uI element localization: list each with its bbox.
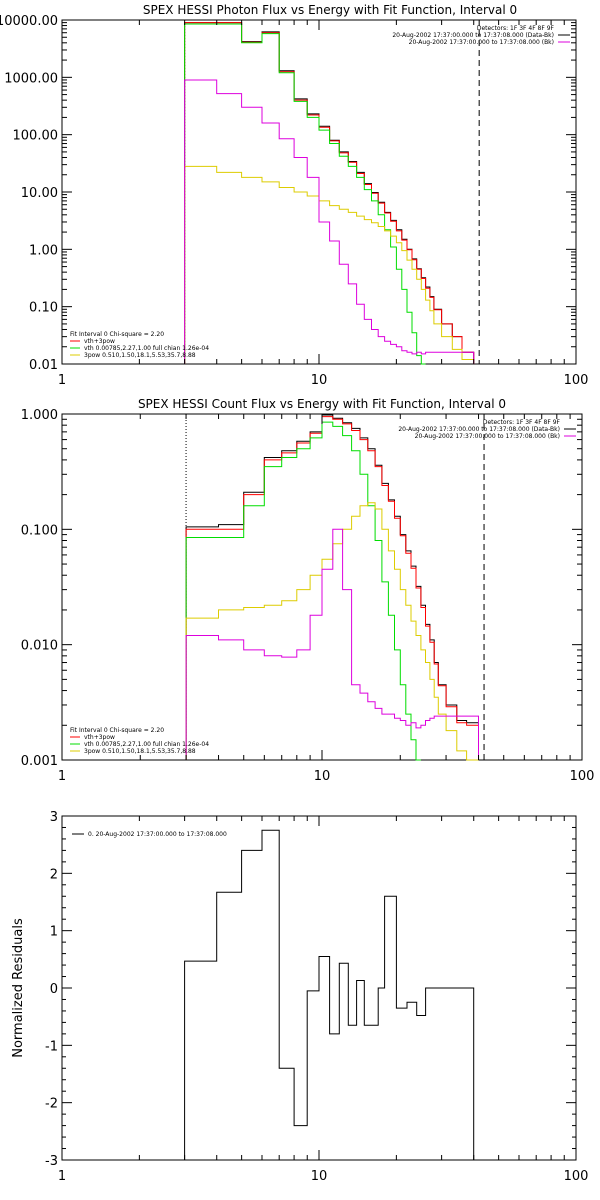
y-tick-label: 0 [50,982,58,997]
y-tick-label: 10.00 [21,186,58,201]
legend-topright-entry: 20-Aug-2002 17:37:00.000 to 17:37:08.000… [415,433,560,440]
y-tick-label: 1000.00 [4,71,58,86]
residuals-axes: 1 10 100 -3 -2 -1 0 1 2 3 [45,810,588,1184]
photon-flux-panel: SPEX HESSI Photon Flux vs Energy with Fi… [0,3,588,388]
y-tick-label: 100.00 [13,129,59,144]
x-tick-label: 1 [58,373,66,388]
legend-topright-entry: Detectors: 1F 3F 4F 8F 9F [477,25,555,32]
series-magenta-histogram [185,528,479,760]
residuals-legend: 0. 20-Aug-2002 17:37:00.000 to 17:37:08.… [72,831,227,838]
legend-topright-entry: 20-Aug-2002 17:37:00.000 to 17:37:08.000… [398,426,560,433]
x-tick-label: 1 [58,1169,66,1184]
x-tick-label: 10 [314,769,331,784]
legend-bottomleft-entry: vth 0.00785,2.27,1.00 full chian 1.26e-0… [84,741,209,748]
residuals-y-axis-label: Normalized Residuals [11,918,26,1058]
y-tick-label: -1 [45,1039,58,1054]
legend-bottomleft-entry: vth+3pow [84,734,115,741]
legend-bottomleft-entry: 3pow 0.510,1.50,18.1,5.53,35.7,8.88 [84,352,196,359]
photon-flux-title: SPEX HESSI Photon Flux vs Energy with Fi… [143,3,517,17]
legend-topleft-entry: 0. 20-Aug-2002 17:37:00.000 to 17:37:08.… [88,831,227,838]
legend-topright-entry: 20-Aug-2002 17:37:00.000 to 17:37:08.000… [409,39,554,46]
count-flux-panel: SPEX HESSI Count Flux vs Energy with Fit… [21,397,595,784]
y-tick-label: 0.010 [21,639,58,654]
y-tick-label: 1 [50,925,58,940]
y-tick-label: 0.10 [29,301,58,316]
count-flux-title: SPEX HESSI Count Flux vs Energy with Fit… [138,397,506,411]
y-tick-label: -2 [45,1097,58,1112]
photon-flux-plot-area [184,20,480,365]
y-tick-label: 1.00 [29,243,58,258]
residuals-panel: Normalized Residuals 0. 20-Aug-2002 17:3… [11,810,588,1184]
y-tick-label: 10000.00 [0,14,58,29]
x-tick-label: 1 [58,769,66,784]
x-tick-label: 100 [564,1169,589,1184]
legend-bottomleft-entry: vth+3pow [84,338,115,345]
series-yellow-histogram [184,165,475,364]
count-flux-axes: 1 10 100 0.001 0.010 0.100 1.000 [21,408,595,784]
legend-bottomleft-entry: 3pow 0.510,1.50,18.1,5.53,35.7,8.88 [84,748,196,755]
series-green-histogram [184,23,426,365]
series-black-histogram [184,22,475,364]
series-red-histogram [184,22,475,364]
photon-flux-axes: 1 10 100 0.01 0.10 1.00 10.00 100.00 1000.00 1000… [0,14,588,388]
series-black-histogram [184,829,475,1160]
series-red-histogram [185,416,479,760]
series-green-histogram [185,421,421,761]
series-magenta-histogram [184,79,475,364]
y-tick-label: 2 [50,867,58,882]
legend-topright-entry: 20-Aug-2002 17:37:00.000 to 17:37:08.000… [392,32,554,39]
y-tick-label: 0.001 [21,754,58,769]
x-tick-label: 10 [311,373,328,388]
legend-topright-entry: Detectors: 1F 3F 4F 8F 9F [483,419,561,426]
x-tick-label: 100 [570,769,595,784]
y-tick-label: 1.000 [21,408,58,423]
series-black-histogram [185,414,479,760]
x-tick-label: 100 [564,373,589,388]
x-tick-label: 10 [311,1169,328,1184]
count-flux-plot-area [185,414,485,761]
y-tick-label: -3 [45,1154,58,1169]
y-tick-label: 0.01 [29,358,58,373]
legend-bottomleft-entry: vth 0.00785,2.27,1.00 full chian 1.26e-0… [84,345,209,352]
series-yellow-histogram [185,502,479,761]
y-tick-label: 3 [50,810,58,825]
residuals-plot-area [184,829,475,1160]
y-tick-label: 0.100 [21,523,58,538]
legend-bottomleft-entry: Fit Interval 0 Chi-square = 2.20 [70,331,164,338]
legend-bottomleft-entry: Fit Interval 0 Chi-square = 2.20 [70,727,164,734]
